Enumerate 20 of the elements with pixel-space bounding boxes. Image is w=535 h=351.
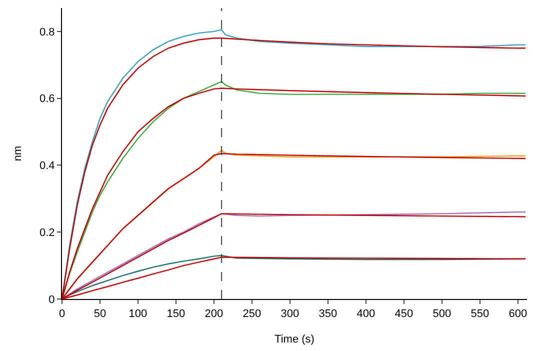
y-tick-label: 0.2 [40, 226, 55, 239]
x-tick-label: 200 [204, 308, 224, 320]
x-tick-label: 500 [432, 308, 452, 320]
x-tick-label: 0 [58, 308, 66, 320]
y-tick-label: 0.6 [40, 93, 55, 106]
y-axis-title: nm [12, 146, 24, 162]
x-tick-label: 350 [318, 308, 338, 320]
x-tick-label: 50 [94, 308, 106, 320]
x-tick-label: 450 [394, 308, 414, 320]
y-tick-label: 0.8 [40, 26, 55, 38]
x-tick-label: 250 [242, 308, 262, 320]
x-tick-label: 100 [128, 308, 148, 320]
x-tick-label: 300 [280, 308, 300, 320]
x-tick-label: 550 [470, 308, 490, 320]
x-axis-title: Time (s) [274, 333, 314, 346]
y-tick-label: 0 [48, 294, 55, 306]
y-tick-label: 0.4 [40, 160, 55, 172]
x-tick-label: 600 [508, 308, 528, 320]
x-tick-label: 150 [166, 308, 186, 320]
x-tick-label: 400 [356, 308, 376, 320]
